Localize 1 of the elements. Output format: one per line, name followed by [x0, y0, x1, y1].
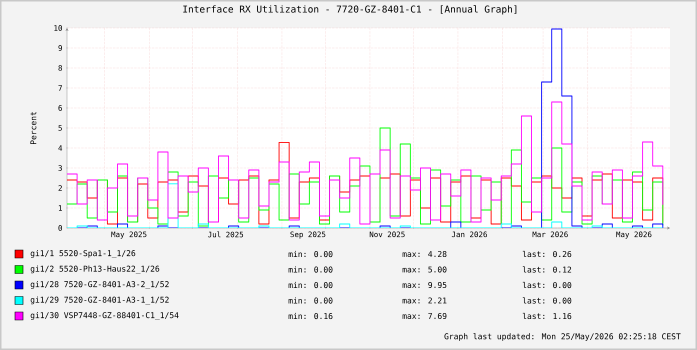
chart-title: Interface RX Utilization - 7720-GZ-8401-C1 - [Annual Graph] [183, 5, 516, 14]
